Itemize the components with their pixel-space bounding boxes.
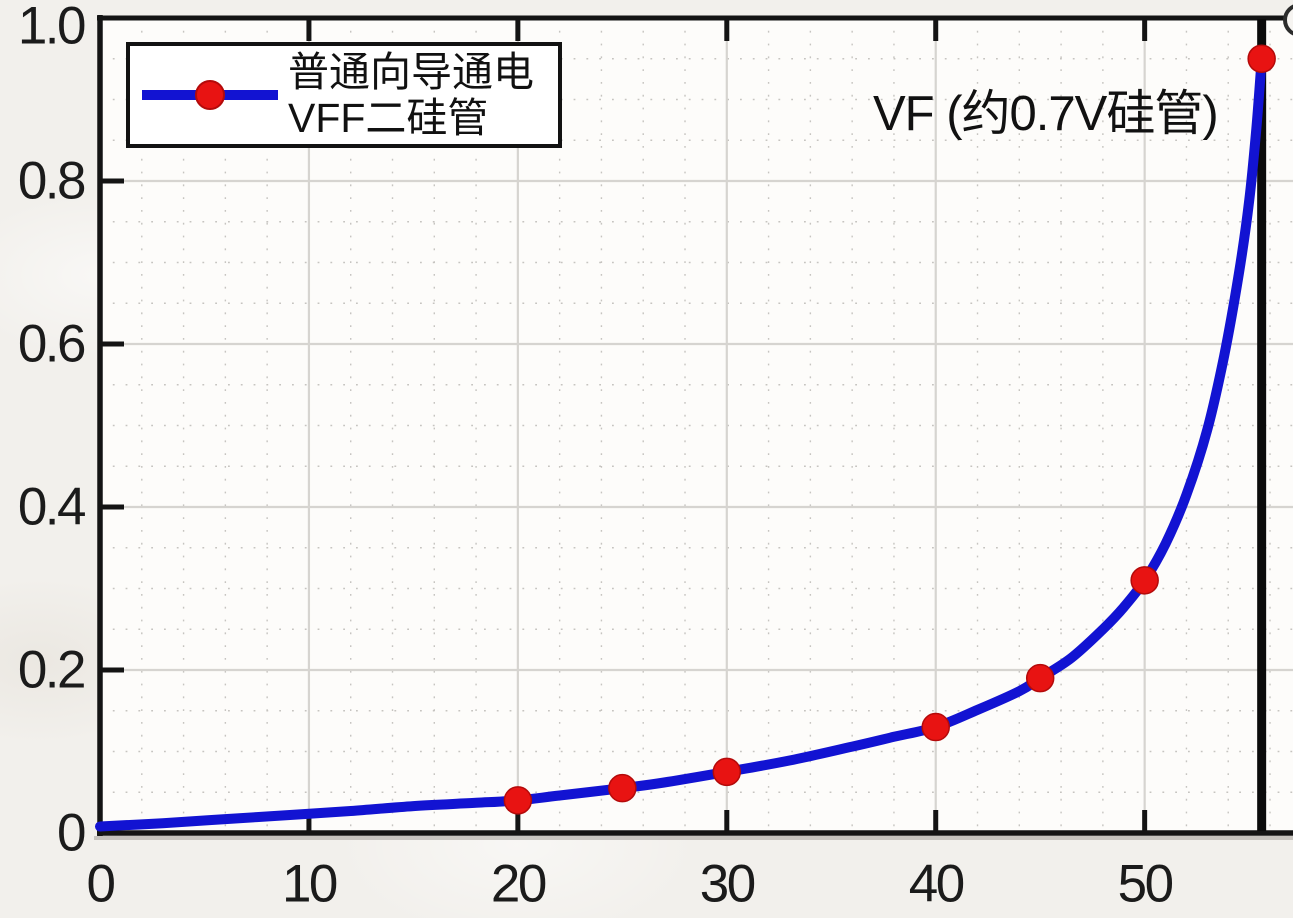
y-tick-label: 0	[57, 803, 86, 863]
x-tick-label: 50	[1117, 854, 1174, 914]
x-tick-label: 10	[281, 854, 338, 914]
legend: 普通向导通电 VFF二硅管	[126, 42, 562, 148]
data-point-marker	[608, 773, 637, 803]
legend-label-line2: VFF二硅管	[288, 95, 489, 141]
data-point-marker	[921, 712, 950, 742]
legend-key	[142, 80, 278, 110]
y-tick-label: 1.0	[17, 0, 87, 56]
x-tick-label: 40	[908, 854, 965, 914]
data-point-marker	[712, 757, 742, 787]
data-point-marker	[1025, 663, 1055, 693]
data-point-marker	[1130, 566, 1159, 595]
x-axis-shadow	[94, 836, 1293, 840]
x-tick-label: 30	[699, 854, 756, 914]
y-tick-label: 0.2	[17, 640, 87, 700]
legend-marker-sample	[195, 80, 225, 110]
data-point-marker	[1247, 44, 1276, 73]
y-tick-label: 0.8	[17, 151, 87, 211]
x-tick-label: 20	[490, 854, 547, 914]
data-point-marker	[503, 786, 533, 815]
plot-background	[100, 18, 1293, 833]
x-tick-label: 0	[86, 854, 116, 914]
y-tick-label: 0.6	[17, 314, 87, 374]
y-tick-label: 0.4	[17, 477, 87, 537]
vf-annotation: VF (约0.7V硅管)	[873, 87, 1219, 141]
clipped-edge-marker	[1283, 4, 1293, 36]
legend-text: 普通向导通电 VFF二硅管	[288, 49, 534, 141]
legend-label-line1: 普通向导通电	[288, 49, 534, 95]
